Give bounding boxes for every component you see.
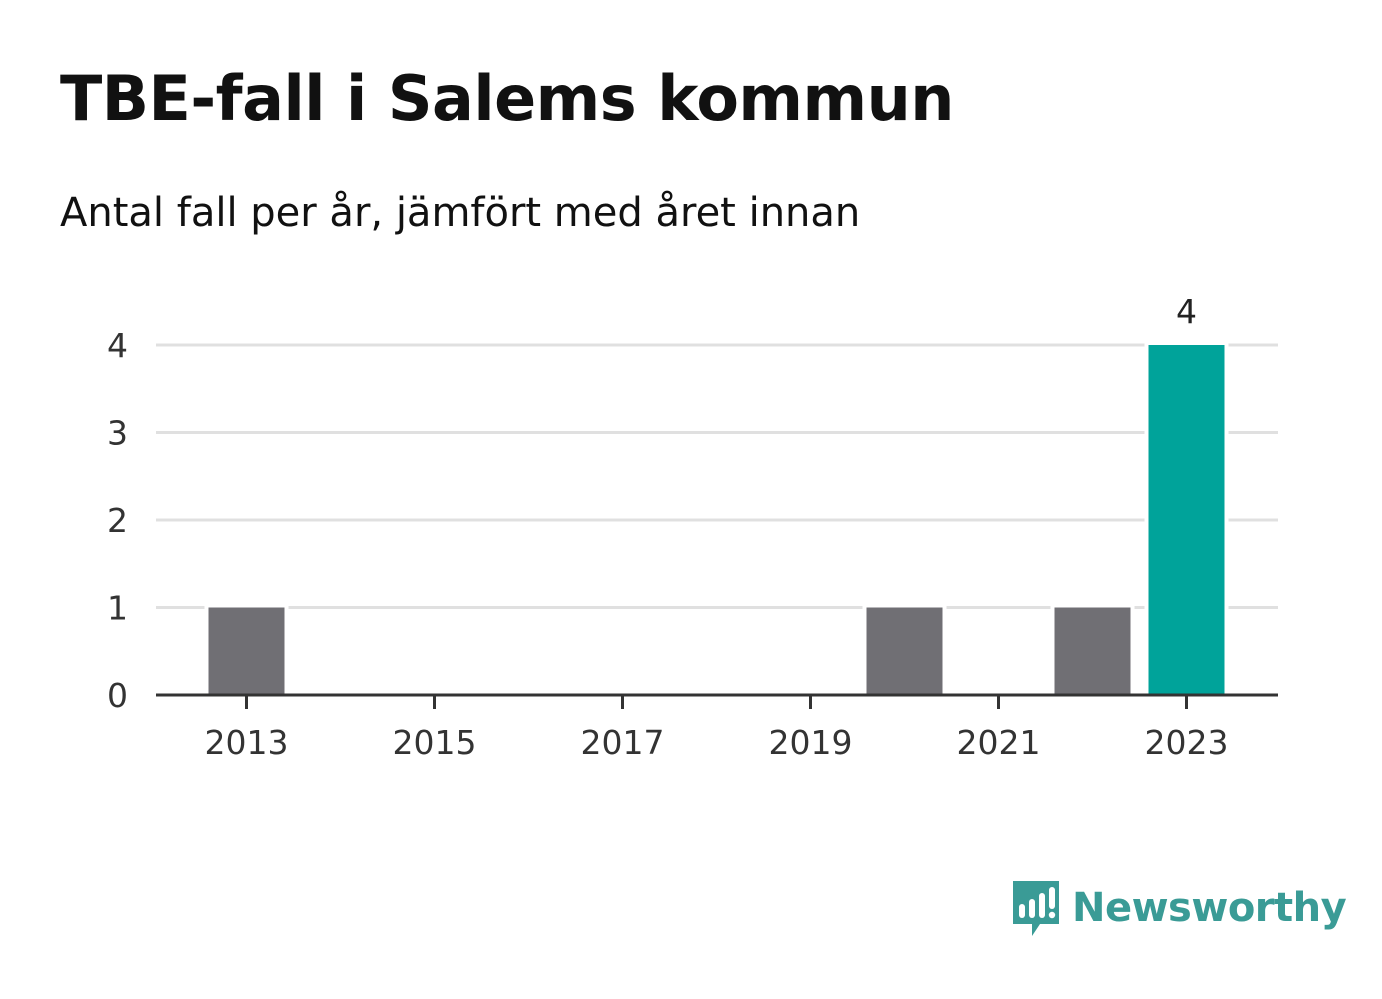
bar-2022	[1054, 607, 1131, 695]
x-tick-label: 2019	[769, 723, 853, 762]
bar-2020	[866, 607, 943, 695]
y-tick-label: 0	[107, 676, 128, 715]
axes	[156, 693, 1278, 709]
x-tick-label: 2023	[1145, 723, 1229, 762]
y-tick-label: 3	[107, 414, 128, 453]
y-tick-label: 1	[107, 589, 128, 628]
y-tick-label: 2	[107, 501, 128, 540]
x-tick-label: 2015	[393, 723, 477, 762]
grid-lines	[156, 343, 1278, 609]
x-tick-label: 2017	[581, 723, 665, 762]
bar-2013	[208, 607, 285, 695]
bar-value-label: 4	[1176, 292, 1197, 331]
x-tick-label: 2021	[957, 723, 1041, 762]
brand-logo: Newsworthy	[1010, 878, 1347, 938]
labels: 2013 2015 2017 2019 2021 2023 0 1 2 3 4 4	[107, 292, 1228, 762]
brand-name: Newsworthy	[1072, 885, 1347, 931]
chart-title: TBE-fall i Salems kommun	[60, 62, 954, 135]
x-tick-label: 2013	[205, 723, 289, 762]
newsworthy-logo-icon	[1013, 881, 1059, 936]
bar-2023	[1148, 345, 1225, 695]
chart-subtitle: Antal fall per år, jämfört med året inna…	[60, 190, 861, 236]
bars	[208, 345, 1225, 695]
y-tick-label: 4	[107, 326, 128, 365]
